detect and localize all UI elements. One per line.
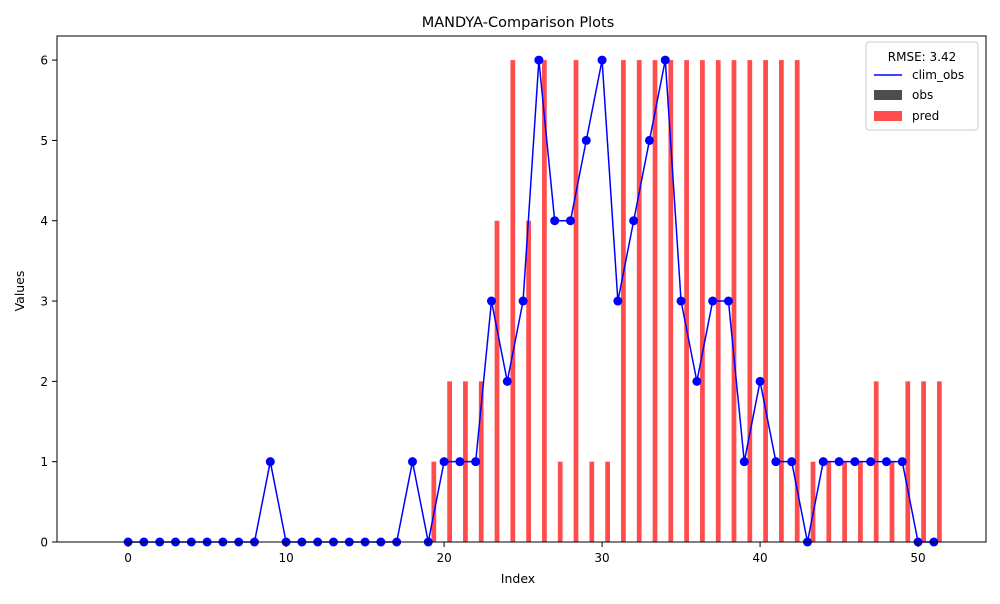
pred-bar — [652, 60, 658, 542]
legend-obs-label: obs — [912, 88, 933, 102]
y-tick-label: 4 — [40, 214, 48, 228]
clim-obs-marker — [629, 216, 639, 226]
clim-obs-marker — [866, 457, 876, 467]
pred-bar — [826, 461, 832, 542]
clim-obs-marker — [676, 296, 686, 306]
clim-obs-marker — [486, 296, 496, 306]
clim-obs-marker — [581, 135, 591, 145]
pred-bar — [605, 461, 610, 542]
y-tick-label: 6 — [40, 54, 48, 68]
pred-bar — [526, 220, 531, 543]
pred-bar — [573, 60, 579, 542]
y-tick-label: 5 — [40, 134, 48, 148]
pred-bar — [747, 60, 753, 542]
clim-obs-marker — [834, 457, 844, 467]
x-axis-label: Index — [501, 571, 535, 586]
x-tick-label: 20 — [436, 551, 451, 565]
legend-clim-obs-label: clim_obs — [912, 68, 964, 82]
legend-title: RMSE: 3.42 — [888, 50, 956, 64]
clim-obs-marker — [723, 296, 733, 306]
pred-bar — [779, 60, 784, 542]
pred-bar — [510, 60, 516, 542]
y-tick-label: 0 — [40, 536, 48, 550]
y-tick-label: 3 — [40, 295, 48, 309]
x-tick-label: 10 — [278, 551, 293, 565]
clim-obs-marker — [755, 376, 765, 386]
clim-obs-marker — [644, 135, 654, 145]
pred-bar — [431, 461, 437, 542]
clim-obs-marker — [455, 457, 465, 467]
chart-title: MANDYA-Comparison Plots — [422, 15, 615, 31]
pred-bar — [621, 60, 626, 542]
clim-obs-marker — [471, 457, 481, 467]
clim-obs-marker — [881, 457, 891, 467]
pred-bar — [589, 461, 595, 542]
pred-bar — [794, 60, 800, 542]
clim-obs-marker — [407, 457, 417, 467]
legend-frame — [865, 41, 979, 131]
clim-obs-marker — [534, 55, 544, 65]
clim-obs-marker — [771, 457, 781, 467]
pred-bar — [905, 381, 911, 542]
pred-bar — [842, 461, 847, 542]
pred-bar — [478, 381, 484, 542]
clim-obs-marker — [897, 457, 907, 467]
clim-obs-line — [128, 59, 934, 543]
clim-obs-marker — [439, 457, 449, 467]
y-tick-label: 2 — [40, 375, 48, 389]
pred-bar — [684, 60, 689, 542]
pred-bar — [494, 220, 500, 543]
pred-bar — [858, 461, 863, 542]
y-tick-label: 1 — [40, 455, 48, 469]
clim-obs-marker — [739, 457, 749, 467]
line-layer — [123, 55, 939, 547]
plot-frame — [56, 35, 987, 543]
clim-obs-marker — [692, 376, 702, 386]
clim-obs-marker — [787, 457, 797, 467]
x-tick-label: 50 — [910, 551, 925, 565]
pred-bar — [542, 60, 547, 542]
x-tick-label: 0 — [124, 551, 132, 565]
pred-bar — [557, 461, 563, 542]
pred-bar — [668, 60, 674, 542]
pred-bar — [700, 60, 705, 542]
y-axis-label: Values — [12, 271, 27, 312]
clim-obs-marker — [850, 457, 860, 467]
pred-bar — [921, 381, 926, 542]
legend-obs-swatch — [874, 90, 902, 100]
pred-bar — [636, 60, 642, 542]
clim-obs-marker — [518, 296, 528, 306]
axes-layer: 0 10 20 30 40 50 0 1 2 3 4 5 6 — [40, 35, 987, 565]
x-tick-label: 30 — [594, 551, 609, 565]
pred-bar — [810, 461, 816, 542]
clim-obs-marker — [597, 55, 607, 65]
legend-pred-swatch — [874, 111, 902, 121]
pred-bar — [937, 381, 942, 542]
pred-bar — [889, 461, 895, 542]
pred-bar — [763, 60, 768, 542]
x-tick-label: 40 — [752, 551, 767, 565]
clim-obs-marker — [818, 457, 828, 467]
clim-obs-marker — [660, 55, 670, 65]
legend-pred-label: pred — [912, 109, 939, 123]
pred-bar — [731, 60, 737, 542]
clim-obs-marker — [708, 296, 718, 306]
clim-obs-marker — [565, 216, 575, 226]
clim-obs-marker — [550, 216, 560, 226]
legend: RMSE: 3.42 clim_obs obs pred — [865, 41, 979, 131]
clim-obs-marker — [613, 296, 623, 306]
clim-obs-marker — [502, 376, 512, 386]
bars-layer — [431, 60, 942, 543]
clim-obs-marker — [265, 457, 275, 467]
